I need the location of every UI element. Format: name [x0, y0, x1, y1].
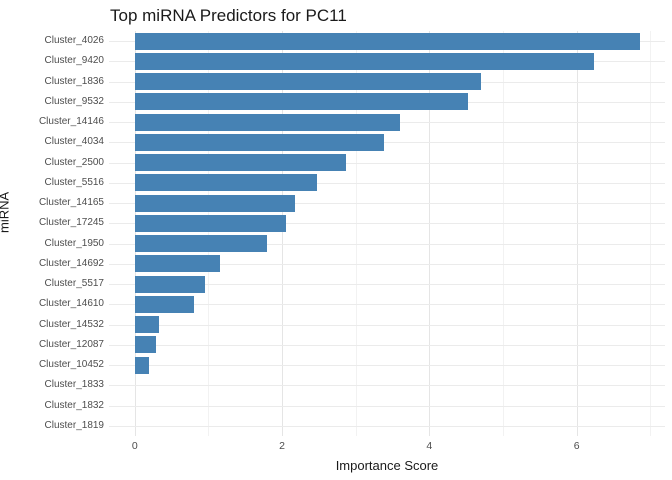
y-tick-label: Cluster_4026	[44, 35, 104, 47]
category-gridline	[109, 243, 665, 245]
y-tick-label: Cluster_5517	[44, 278, 104, 290]
category-gridline	[109, 162, 665, 164]
bar	[134, 113, 400, 131]
category-gridline	[109, 304, 665, 306]
category-gridline	[109, 182, 665, 184]
gridline-major	[576, 31, 578, 436]
y-tick-label: Cluster_9532	[44, 95, 104, 107]
gridline-minor	[208, 31, 210, 436]
y-tick-label: Cluster_9420	[44, 55, 104, 67]
bar	[134, 93, 469, 111]
category-gridline	[109, 263, 665, 265]
y-tick-label: Cluster_5516	[44, 176, 104, 188]
y-tick-label: Cluster_1833	[44, 379, 104, 391]
x-tick-label: 6	[573, 440, 580, 452]
bar	[134, 356, 149, 374]
bar	[134, 174, 318, 192]
chart-title: Top miRNA Predictors for PC11	[110, 6, 347, 25]
bar	[134, 194, 296, 212]
bar	[134, 336, 157, 354]
category-gridline	[109, 425, 665, 427]
gridline-major	[429, 31, 431, 436]
y-tick-label: Cluster_12087	[38, 338, 104, 350]
y-tick-label: Cluster_1950	[44, 237, 104, 249]
gridline-minor	[355, 31, 357, 436]
bar	[134, 255, 221, 273]
category-gridline	[109, 284, 665, 286]
y-tick-label: Cluster_1819	[44, 419, 104, 431]
y-axis-tick-labels: Cluster_4026 Cluster_9420 Cluster_1836 Clus…	[0, 31, 104, 436]
y-tick-label: Cluster_17245	[38, 217, 104, 229]
bar	[134, 133, 385, 151]
category-gridline	[109, 405, 665, 407]
y-tick-label: Cluster_2500	[44, 156, 104, 168]
gridline-major	[134, 31, 136, 436]
y-tick-label: Cluster_1832	[44, 399, 104, 411]
bar	[134, 52, 594, 70]
category-gridline	[109, 223, 665, 225]
x-tick-label: 4	[426, 440, 433, 452]
bar	[134, 316, 160, 334]
category-gridline	[109, 324, 665, 326]
y-tick-label: Cluster_14610	[38, 298, 104, 310]
y-tick-label: Cluster_10452	[38, 359, 104, 371]
category-gridline	[109, 344, 665, 346]
x-tick-label: 2	[279, 440, 285, 452]
bar	[134, 214, 287, 232]
bar	[134, 235, 267, 253]
x-tick-label: 0	[131, 440, 138, 452]
y-tick-label: Cluster_14532	[38, 318, 104, 330]
y-tick-label: Cluster_1836	[44, 75, 104, 87]
category-gridline	[109, 365, 665, 367]
y-tick-label: Cluster_14692	[38, 257, 104, 269]
x-axis-title: Importance Score	[335, 458, 439, 473]
bar	[134, 32, 640, 50]
category-gridline	[109, 142, 665, 144]
y-tick-label: Cluster_4034	[44, 136, 104, 148]
category-gridline	[109, 385, 665, 387]
category-gridline	[109, 203, 665, 205]
gridline-minor	[650, 31, 652, 436]
y-tick-label: Cluster_14165	[38, 197, 104, 209]
x-axis-tick-labels: 0 2 4 6	[109, 440, 665, 454]
gridline-major	[282, 31, 284, 436]
bar	[134, 154, 347, 172]
bar	[134, 275, 205, 293]
gridline-minor	[502, 31, 504, 436]
bar	[134, 295, 195, 313]
y-tick-label: Cluster_14146	[38, 116, 104, 128]
bar	[134, 73, 481, 91]
plot-panel	[109, 31, 665, 436]
